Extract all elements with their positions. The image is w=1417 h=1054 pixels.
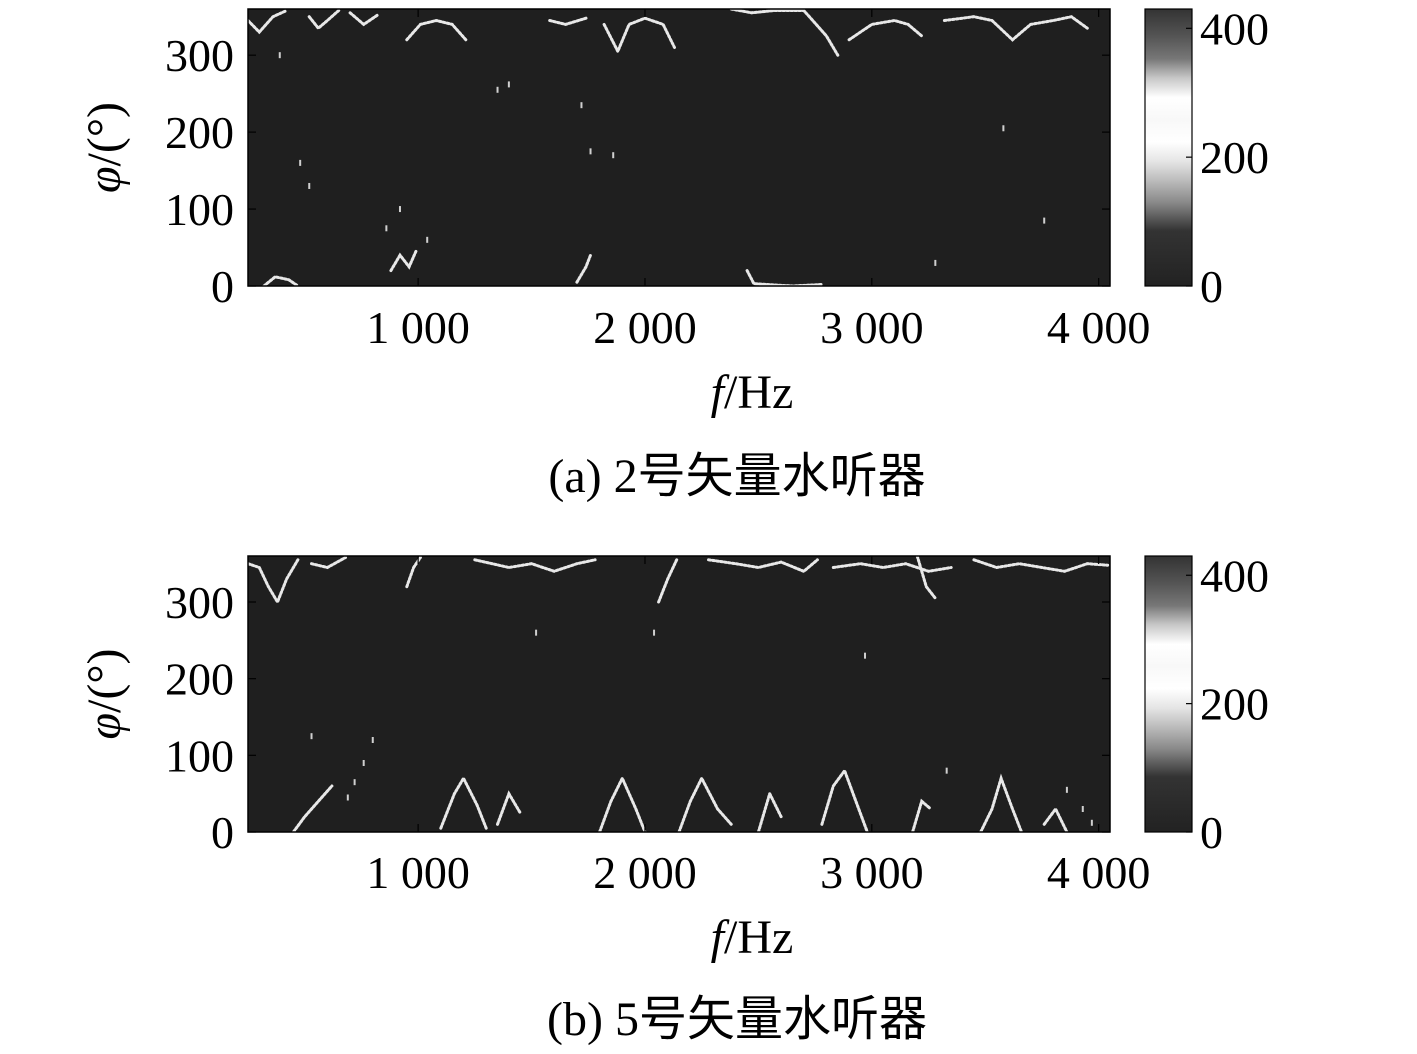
- colorbar: [1144, 8, 1193, 287]
- ridge-line: [548, 16, 588, 26]
- speckle-point: [507, 81, 510, 88]
- ridge-line: [575, 253, 592, 284]
- x-tick-label: 3 000: [820, 847, 924, 898]
- y-tick-label: 200: [165, 107, 234, 158]
- ridge-line: [248, 558, 300, 606]
- y-tick-label: 300: [165, 30, 234, 81]
- speckle-point: [1081, 806, 1084, 812]
- speckle-point: [934, 259, 937, 266]
- ridge-line: [979, 773, 1023, 832]
- speckle-point: [278, 52, 281, 59]
- panel-a: 1 000 2 000 3 000 4 000 0 100 200 300 f/Hz φ/(°) 0…: [78, 3, 1269, 503]
- speckle-point: [945, 767, 948, 774]
- ridge-line: [389, 249, 418, 273]
- colorbar-tick-label: 200: [1200, 679, 1269, 730]
- x-axis-label: f/Hz: [711, 366, 794, 419]
- speckle-point: [346, 794, 349, 801]
- speckle-point: [653, 629, 656, 636]
- speckle-point: [589, 148, 592, 155]
- speckle-point: [864, 652, 867, 659]
- ridge-line: [915, 556, 937, 600]
- y-tick-label: 300: [165, 577, 234, 628]
- speckle-point: [580, 102, 583, 109]
- ridge-line: [1042, 806, 1069, 832]
- y-tick-label: 200: [165, 654, 234, 705]
- ridge-line: [310, 556, 347, 570]
- ridge-line: [657, 558, 679, 604]
- ridge-line: [262, 275, 300, 286]
- y-axis-label: φ/(°): [78, 102, 131, 193]
- panel-caption: (b) 5号矢量水听器: [547, 993, 927, 1046]
- speckle-point: [362, 760, 365, 766]
- colorbar-tick-label: 400: [1200, 550, 1269, 601]
- ridge-line: [972, 558, 1110, 573]
- ridge-line: [405, 18, 468, 42]
- heatmap-area: [248, 556, 1110, 832]
- ridge-line: [439, 775, 488, 830]
- x-tick-label: 2 000: [593, 302, 697, 353]
- colorbar-tick-label: 200: [1200, 132, 1269, 183]
- speckle-point: [353, 779, 356, 786]
- x-tick-label: 4 000: [1047, 847, 1151, 898]
- ridge-line: [831, 562, 953, 573]
- x-tick-label: 1 000: [366, 847, 470, 898]
- speckle-point: [612, 152, 615, 159]
- panel-b: 1 000 2 000 3 000 4 000 0 100 200 300 f/Hz φ/(°) 0…: [78, 550, 1269, 1046]
- ridge-line: [307, 9, 341, 31]
- y-tick-label: 0: [211, 261, 234, 312]
- heatmap-area: [248, 9, 1110, 286]
- ridge-line: [598, 774, 647, 832]
- speckle-point: [1065, 786, 1068, 793]
- axes-frame: [247, 555, 1111, 833]
- colorbar-tick-label: 400: [1200, 3, 1269, 54]
- colorbar-tick-label: 0: [1200, 807, 1223, 858]
- y-tick-label: 0: [211, 807, 234, 858]
- ridge-line: [729, 9, 840, 57]
- speckle-point: [299, 159, 302, 166]
- ridge-line: [847, 18, 924, 42]
- speckle-point: [308, 182, 311, 189]
- axes-frame: [247, 8, 1111, 287]
- ridge-line: [473, 558, 597, 573]
- y-tick-label: 100: [165, 730, 234, 781]
- ridge-line: [602, 16, 676, 55]
- speckle-point: [385, 225, 388, 232]
- panel-caption: (a) 2号矢量水听器: [548, 450, 925, 503]
- ridge-line: [756, 789, 783, 832]
- speckle-point: [426, 236, 429, 243]
- speckle-point: [310, 733, 313, 740]
- ridge-line: [348, 11, 379, 27]
- ridge-line: [942, 15, 1089, 42]
- ridge-line: [496, 790, 522, 826]
- colorbar: [1144, 555, 1193, 833]
- ridge-line: [820, 767, 869, 832]
- ridge-line: [911, 798, 933, 832]
- speckle-point: [1002, 125, 1005, 132]
- x-tick-label: 3 000: [820, 302, 924, 353]
- speckle-point: [496, 86, 499, 93]
- speckle-point: [398, 206, 401, 213]
- ridge-line: [291, 784, 334, 832]
- speckle-point: [535, 629, 538, 636]
- speckle-point: [371, 737, 374, 743]
- ridge-line: [248, 9, 289, 35]
- y-tick-label: 100: [165, 184, 234, 235]
- ridge-line: [707, 558, 819, 574]
- speckle-point: [1043, 217, 1046, 224]
- x-tick-label: 4 000: [1047, 302, 1151, 353]
- x-tick-label: 1 000: [366, 302, 470, 353]
- x-tick-label: 2 000: [593, 847, 697, 898]
- speckle-point: [1090, 819, 1093, 826]
- colorbar-tick-label: 0: [1200, 261, 1223, 312]
- x-axis-label: f/Hz: [711, 911, 794, 964]
- ridge-line: [677, 774, 733, 832]
- y-axis-label: φ/(°): [78, 648, 131, 739]
